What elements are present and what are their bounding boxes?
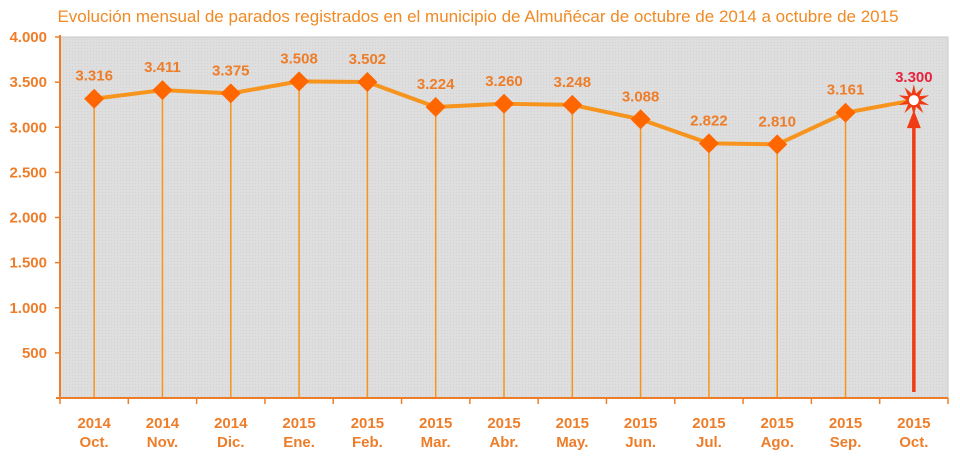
x-tick-year: 2015 [624, 415, 657, 432]
x-tick-year: 2015 [282, 415, 315, 432]
x-tick-month: Sep. [830, 434, 862, 451]
y-tick-label: 3.500 [9, 74, 47, 91]
data-point-marker [835, 102, 856, 123]
data-label: 3.161 [827, 82, 865, 99]
data-point-marker [767, 134, 788, 155]
data-point-marker [357, 71, 378, 92]
data-label: 3.224 [417, 76, 455, 93]
x-tick-month: Jun. [625, 434, 656, 451]
data-label: 3.088 [622, 88, 660, 105]
x-tick-month: Ene. [283, 434, 315, 451]
data-labels: 3.316 3.411 3.375 3.508 3.502 3.224 3.260 3.248… [75, 50, 932, 130]
x-tick-month: Ago. [761, 434, 794, 451]
x-tick-month: Jul. [696, 434, 722, 451]
y-tick-label: 4.000 [9, 29, 47, 46]
data-point-marker [494, 93, 514, 114]
data-point-marker [152, 80, 173, 101]
data-point-marker [630, 109, 651, 130]
y-tick-label: 1.500 [9, 255, 47, 272]
y-tick-label: 1.000 [9, 300, 47, 317]
x-tick-month: Abr. [489, 434, 518, 451]
data-label: 3.300 [895, 69, 933, 86]
x-tick-year: 2014 [146, 415, 180, 432]
x-tick-year: 2015 [829, 415, 862, 432]
x-ticks: 2014 Oct. 2014 Nov. 2014 Dic. 2015 Ene. 2015 Feb.… [59, 398, 949, 451]
data-point-marker [289, 71, 310, 92]
x-tick-month: Oct. [80, 434, 109, 451]
data-point-marker [425, 97, 446, 118]
markers [84, 71, 930, 392]
y-tick-label: 3.000 [9, 119, 47, 136]
x-tick-month: Feb. [352, 434, 383, 451]
x-tick-month: Dic. [217, 434, 245, 451]
x-tick-year: 2015 [487, 415, 520, 432]
data-label: 3.260 [485, 73, 523, 90]
data-label: 3.502 [349, 51, 387, 68]
x-tick-month: Mar. [421, 434, 451, 451]
x-tick-year: 2014 [214, 415, 248, 432]
y-tick-label: 2.000 [9, 210, 47, 227]
x-tick-year: 2015 [556, 415, 589, 432]
data-point-marker [220, 83, 241, 104]
y-tick-label: 500 [22, 345, 47, 362]
x-tick-year: 2015 [692, 415, 725, 432]
data-point-marker [84, 88, 105, 109]
data-label: 3.316 [75, 68, 113, 85]
highlight-point [908, 95, 919, 106]
data-label: 3.508 [280, 50, 318, 67]
x-tick-month: Oct. [899, 434, 928, 451]
x-tick-year: 2014 [77, 415, 111, 432]
x-tick-month: Nov. [147, 434, 178, 451]
x-tick-month: May. [556, 434, 588, 451]
data-point-marker [562, 94, 583, 115]
chart-title: Evolución mensual de parados registrados… [57, 7, 898, 26]
highlight-arrow-head [906, 110, 921, 129]
data-point-marker [698, 133, 719, 154]
x-tick-year: 2015 [351, 415, 384, 432]
x-tick-year: 2015 [761, 415, 794, 432]
data-label: 3.375 [212, 62, 250, 79]
y-ticks: 4.000 3.500 3.000 2.500 2.000 1.500 1.000 500 [9, 29, 60, 362]
drop-lines [93, 81, 847, 398]
data-label: 3.248 [554, 74, 592, 91]
y-tick-label: 2.500 [9, 164, 47, 181]
data-label: 3.411 [144, 59, 181, 76]
x-tick-year: 2015 [897, 415, 930, 432]
data-label: 2.822 [690, 112, 728, 129]
x-tick-year: 2015 [419, 415, 452, 432]
data-label: 2.810 [758, 113, 796, 130]
